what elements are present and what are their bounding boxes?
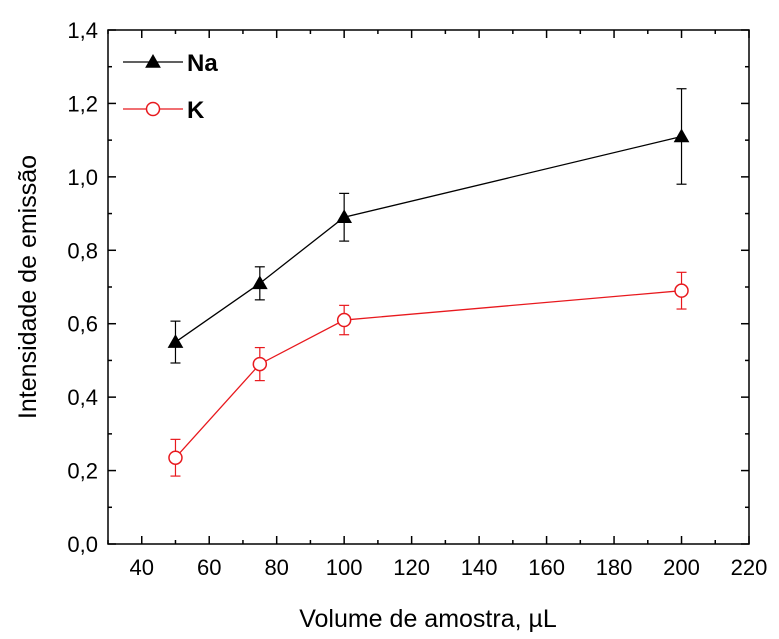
y-tick-label: 0,2 [67,459,98,484]
series-layer [167,88,690,477]
x-tick-label: 140 [461,555,498,580]
data-point [673,128,690,143]
x-tick-label: 200 [663,555,700,580]
y-axis-title: Intensidade de emissão [14,155,42,419]
data-point [168,450,183,465]
series-line [175,135,682,343]
data-point [336,312,352,328]
y-tick-label: 0,0 [67,532,98,557]
series-na [167,88,690,364]
x-tick-label: 120 [393,555,430,580]
data-point [167,334,184,348]
legend: Na K [123,50,218,124]
x-tick-label: 100 [326,555,363,580]
series-line [174,290,682,459]
y-tick-label: 1,2 [67,91,98,116]
legend-label: Na [187,50,218,77]
y-tick-label: 1,0 [67,165,98,190]
axis-tick-labels: 40 60 80 100 120 140 160 180 200 220 0,0 0,2 0,4 0,6 0… [67,18,767,580]
axis-ticks [107,29,750,545]
series-k [168,271,689,477]
data-point [251,275,268,290]
x-tick-label: 60 [197,555,221,580]
x-tick-label: 40 [129,555,153,580]
y-tick-label: 0,6 [67,312,98,337]
data-point [252,356,268,372]
data-point [674,283,689,298]
y-tick-label: 1,4 [67,18,98,43]
legend-marker [145,101,161,117]
x-tick-label: 160 [528,555,565,580]
x-tick-label: 220 [731,555,768,580]
x-tick-label: 180 [596,555,633,580]
legend-label: K [187,97,205,124]
y-tick-label: 0,8 [67,238,98,263]
y-tick-label: 0,4 [67,385,98,410]
x-tick-label: 80 [264,555,288,580]
legend-marker [145,53,161,68]
x-axis-title: Volume de amostra, µL [299,605,557,633]
data-point [336,209,353,223]
legend-item-k: K [123,97,205,124]
legend-item-na: Na [123,50,218,77]
